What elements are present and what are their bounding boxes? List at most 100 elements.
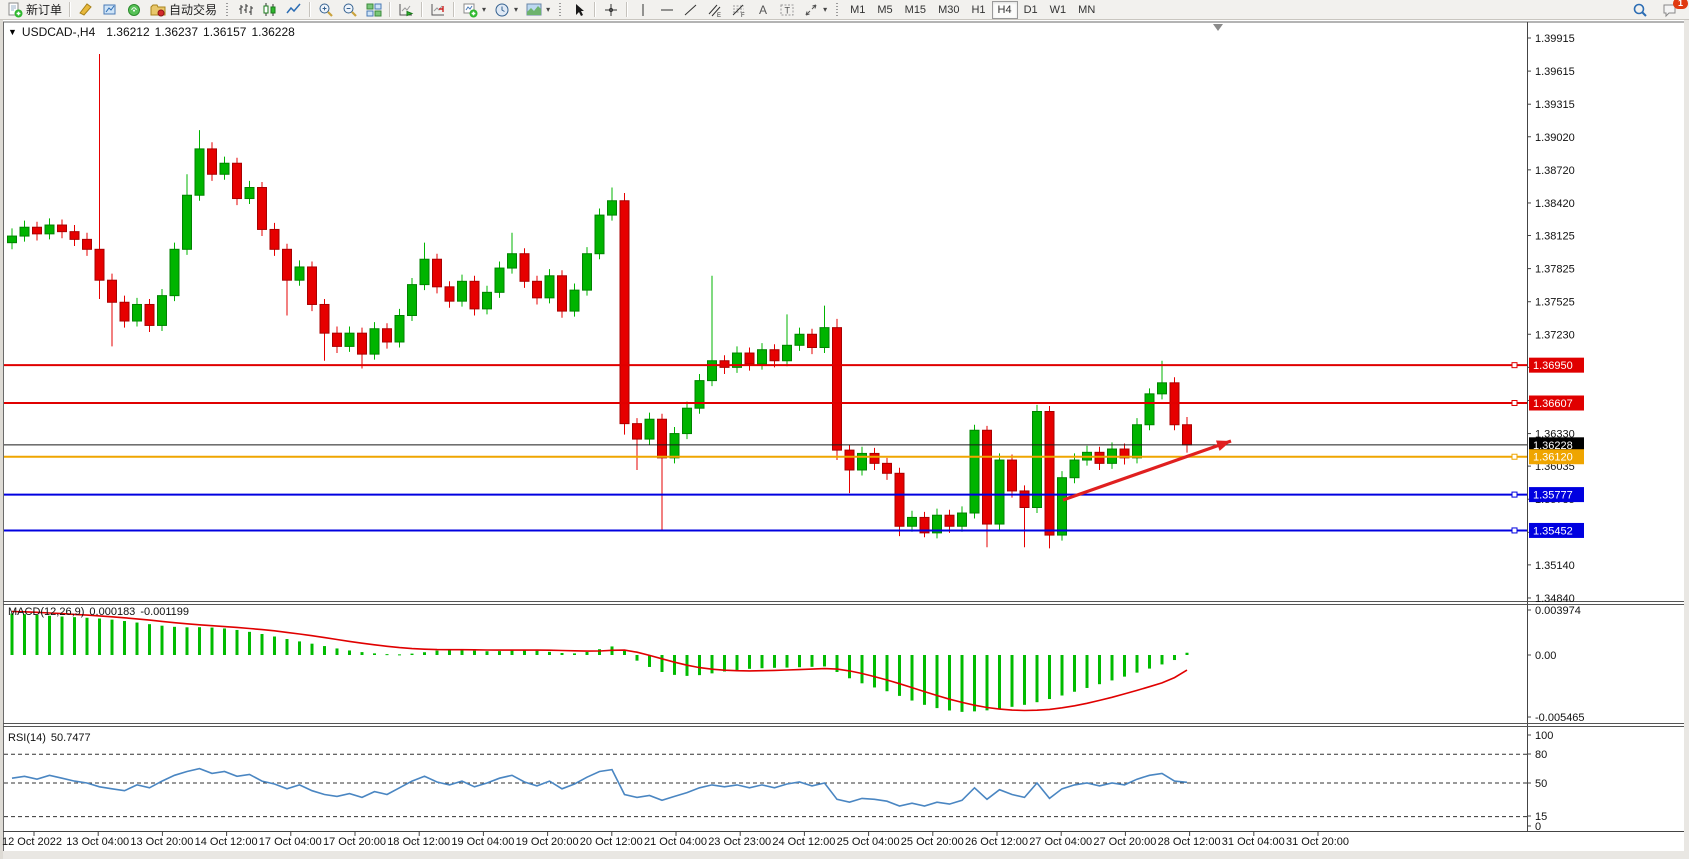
timeframe-w1-button[interactable]: W1: [1044, 1, 1073, 19]
candle-up: [969, 429, 980, 514]
trend-arrow[interactable]: [1062, 439, 1232, 502]
chevron-down-icon[interactable]: ▾: [514, 5, 519, 14]
time-tick-label: 12 Oct 2022: [2, 836, 62, 848]
toolbar-grip[interactable]: [225, 2, 231, 17]
time-tick-label: 13 Oct 04:00: [66, 836, 129, 848]
time-tick-label: 31 Oct 04:00: [1222, 836, 1285, 848]
line-handle[interactable]: [1511, 453, 1518, 460]
time-tick-label: 24 Oct 12:00: [772, 836, 835, 848]
zoom-in-button[interactable]: [314, 1, 338, 19]
channel-button[interactable]: E: [703, 1, 727, 19]
toolbar-grip[interactable]: [835, 2, 841, 17]
candle-up: [7, 235, 17, 244]
window-bottom-edge: [3, 851, 1684, 859]
time-tick-label: 27 Oct 20:00: [1093, 836, 1156, 848]
macd-histogram-bar: [498, 651, 501, 655]
timeframe-m5-button[interactable]: M5: [871, 1, 898, 19]
line-handle[interactable]: [1511, 491, 1518, 498]
label-icon: T: [779, 2, 795, 18]
timeframe-m30-button[interactable]: M30: [932, 1, 965, 19]
price-badge: [1529, 357, 1584, 373]
timeframe-m15-button[interactable]: M15: [899, 1, 932, 19]
timeframe-d1-button[interactable]: D1: [1018, 1, 1044, 19]
candle-up: [857, 452, 867, 471]
macd-histogram-bar: [410, 653, 414, 655]
chart-shift-marker[interactable]: [1213, 24, 1223, 31]
candle-down: [119, 301, 130, 322]
chart-window: 1.39915 1.39615 1.39315 1.39020 1.38720 1.384…: [0, 20, 1689, 859]
macd-histogram-bar: [910, 655, 914, 701]
line-handle[interactable]: [1511, 527, 1518, 534]
macd-histogram-bar: [835, 655, 839, 672]
macd-histogram-bar: [923, 655, 926, 705]
candle-up: [694, 380, 705, 409]
templates-button[interactable]: ▾: [522, 1, 554, 19]
cursor-button[interactable]: [567, 1, 591, 19]
candle-up: [194, 148, 205, 196]
line-handle[interactable]: [1511, 362, 1518, 369]
candle-down: [744, 352, 755, 365]
arrows-button[interactable]: ▾: [799, 1, 831, 19]
timeframe-h1-button[interactable]: H1: [965, 1, 991, 19]
time-tick-label: 27 Oct 04:00: [1029, 836, 1092, 848]
candle-down: [844, 449, 855, 471]
time-tick-label: 19 Oct 04:00: [451, 836, 514, 848]
timeframe-h4-button[interactable]: H4: [991, 0, 1018, 19]
toolbar-grip[interactable]: [558, 2, 564, 17]
candle-down: [869, 452, 880, 464]
chart-dropdown-icon[interactable]: ▼: [8, 27, 17, 37]
timeframe-mn-button[interactable]: MN: [1072, 1, 1101, 19]
search-button[interactable]: [1628, 1, 1652, 19]
line-handle[interactable]: [1511, 400, 1518, 407]
chart-shift-button[interactable]: [426, 1, 450, 19]
new-order-button[interactable]: 新订单: [3, 1, 66, 19]
candlestick-chart-button[interactable]: [258, 1, 282, 19]
macd-histogram-bar: [635, 655, 639, 661]
candle-down: [69, 231, 80, 240]
navigator-button[interactable]: [98, 1, 122, 19]
chevron-down-icon[interactable]: ▾: [546, 5, 551, 14]
window-right-edge: [1684, 20, 1689, 859]
text-button[interactable]: A: [751, 1, 775, 19]
macd-histogram-bar: [110, 619, 114, 655]
trend-arrow-head[interactable]: [1215, 440, 1231, 451]
horizontal-line-button[interactable]: [655, 1, 679, 19]
time-tick-label: 19 Oct 20:00: [516, 836, 579, 848]
crosshair-button[interactable]: [599, 1, 623, 19]
rsi-axis-label: 15: [1535, 811, 1547, 823]
new-chart-button[interactable]: ▾: [458, 1, 490, 19]
candle-down: [257, 187, 267, 230]
bar-chart-button[interactable]: [234, 1, 258, 19]
candle-down: [382, 328, 392, 343]
candle-down: [332, 332, 342, 347]
marketwatch-icon: [78, 2, 94, 18]
macd-histogram-bar: [598, 649, 601, 655]
timeframe-m1-button[interactable]: M1: [844, 1, 871, 19]
marketwatch-button[interactable]: [74, 1, 98, 19]
candle-down: [882, 462, 892, 474]
autotrading-button[interactable]: 自动交易: [146, 1, 221, 19]
auto-scroll-button[interactable]: [394, 1, 418, 19]
line-chart-button[interactable]: [282, 1, 306, 19]
fibonacci-button[interactable]: F: [727, 1, 751, 19]
trendline-button[interactable]: [679, 1, 703, 19]
navigator-icon: [102, 2, 118, 18]
macd-histogram-bar: [1185, 652, 1189, 655]
chevron-down-icon[interactable]: ▾: [482, 5, 487, 14]
zoom-out-button[interactable]: [338, 1, 362, 19]
macd-histogram-bar: [1035, 655, 1039, 703]
rsi-axis-label: 100: [1535, 730, 1553, 742]
macd-histogram-bar: [1085, 655, 1089, 688]
chevron-down-icon[interactable]: ▾: [823, 5, 828, 14]
label-button[interactable]: T: [775, 1, 799, 19]
candle-down: [232, 162, 242, 200]
macd-histogram-bar: [898, 655, 901, 696]
chart-canvas[interactable]: 1.39915 1.39615 1.39315 1.39020 1.38720 1.384…: [0, 20, 1689, 859]
candle-up: [19, 226, 30, 237]
tile-windows-button[interactable]: [362, 1, 386, 19]
macd-histogram-bar: [148, 624, 151, 655]
profiles-button[interactable]: ▾: [490, 1, 522, 19]
signals-button[interactable]: [122, 1, 146, 19]
vertical-line-button[interactable]: [631, 1, 655, 19]
candle-up: [369, 328, 380, 355]
